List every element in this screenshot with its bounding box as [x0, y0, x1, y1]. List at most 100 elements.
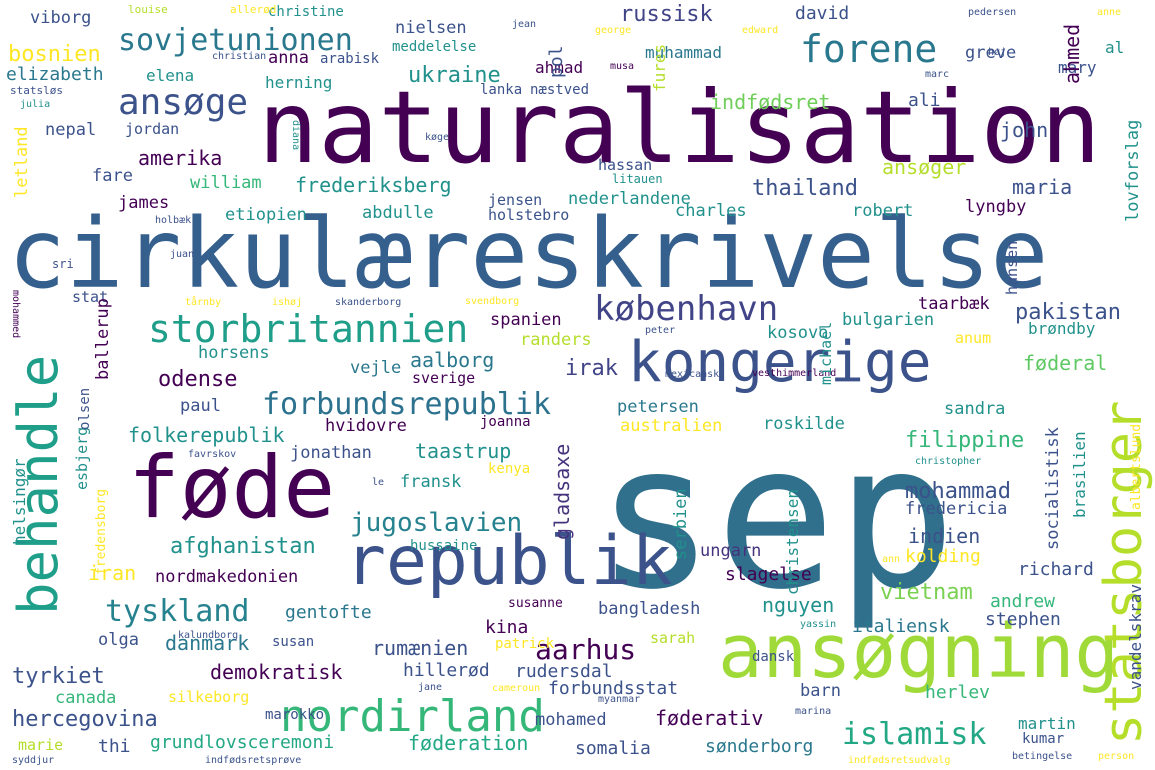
word: pol [546, 45, 567, 78]
word: folkerepublik [128, 423, 285, 447]
word: fredericia [905, 499, 1008, 519]
word: silkeborg [168, 688, 250, 706]
word: christopher [915, 456, 982, 467]
word: letland [12, 126, 32, 198]
word: føde [128, 438, 336, 538]
word: rudersdal [515, 661, 613, 682]
word: susanne [508, 596, 563, 611]
word: holstebro [488, 206, 570, 224]
word: albertslund [1129, 423, 1144, 510]
word: muhammad [645, 43, 723, 62]
word: yassin [800, 619, 837, 630]
word: viborg [30, 8, 92, 28]
word: ballerup [93, 298, 113, 380]
word: andrew [990, 591, 1056, 612]
word: storbritannien [148, 307, 469, 351]
word: tyskland [105, 594, 250, 629]
word: herning [265, 73, 333, 92]
word: jean [512, 19, 537, 30]
word: christensen [783, 489, 802, 595]
word: syddjur [12, 755, 55, 766]
word: patrick [495, 636, 555, 652]
word: skanderborg [335, 297, 402, 308]
word: olsen [77, 387, 93, 430]
word: amerika [138, 146, 223, 170]
word: aalborg [410, 348, 495, 372]
word: indien [908, 524, 981, 548]
word: peter [645, 325, 676, 336]
word: kalundborg [178, 630, 239, 641]
word: gladsaxe [550, 443, 574, 540]
word: ukraine [408, 63, 501, 88]
word: somalia [575, 738, 651, 759]
word: nepal [45, 120, 97, 140]
word: forbundsstat [548, 678, 679, 699]
word: le [372, 477, 385, 488]
word: grundlovsceremoni [150, 732, 335, 753]
word: afghanistan [170, 534, 316, 559]
word: george [595, 25, 632, 36]
word: allerød [230, 3, 277, 16]
word: taarbæk [918, 294, 990, 314]
word: ungarn [700, 541, 762, 561]
word: ali [908, 90, 941, 111]
word: stat [72, 288, 109, 306]
word: james [118, 193, 170, 213]
word: kumar [1022, 731, 1065, 747]
word: danmark [165, 631, 250, 655]
word: marina [795, 706, 832, 717]
word: etiopien [225, 205, 307, 225]
word: vejle [350, 358, 402, 378]
word: sarah [650, 629, 696, 647]
word: arabisk [320, 51, 380, 67]
word: lanka [480, 82, 523, 98]
word: irak [565, 356, 618, 381]
word: ansøge [118, 82, 249, 123]
word: nordmakedonien [155, 567, 299, 587]
word: ann [882, 554, 901, 565]
word: odense [158, 367, 238, 392]
word: jensen [488, 191, 543, 209]
word: høj [988, 47, 1007, 58]
word: pedersen [968, 7, 1017, 18]
word: christine [268, 4, 344, 20]
word: indfødsretsprøve [205, 755, 302, 766]
word: thi [98, 736, 131, 757]
word: thailand [752, 176, 858, 201]
word: frederiksberg [295, 173, 452, 197]
word: betingelse [1012, 751, 1073, 762]
word: cameroun [492, 683, 541, 694]
word: mohammad [905, 479, 1011, 504]
word: fredensborg [94, 488, 109, 575]
word: sandra [944, 399, 1006, 419]
word: juan [170, 249, 195, 260]
word: taastrup [415, 439, 512, 463]
word: mohamed [535, 710, 607, 730]
word: mexicansk [665, 369, 720, 380]
word: louise [128, 3, 168, 16]
word: kosovo [767, 323, 829, 343]
word: anne [1097, 7, 1122, 18]
word: bulgarien [842, 310, 935, 330]
word: naturalisation [258, 69, 1101, 186]
word: sverige [412, 369, 476, 387]
word: diana [290, 120, 301, 151]
word: serbien [671, 488, 691, 560]
word: dansk [752, 649, 795, 665]
word: slagelse [725, 564, 812, 585]
word: ahmed [1060, 23, 1084, 84]
word: ahmad [535, 58, 584, 77]
word: rumænien [372, 636, 469, 660]
word: tyrkiet [12, 664, 105, 689]
word: litauen [612, 172, 663, 186]
word: republik [345, 522, 673, 601]
word: spanien [490, 310, 562, 330]
word: abdulle [362, 203, 434, 223]
word: jugoslavien [350, 508, 523, 538]
word: forene [800, 27, 938, 71]
word: herlev [925, 682, 991, 703]
word: kina [485, 617, 529, 638]
word: køge [425, 132, 450, 143]
word: holbæk [155, 215, 192, 226]
